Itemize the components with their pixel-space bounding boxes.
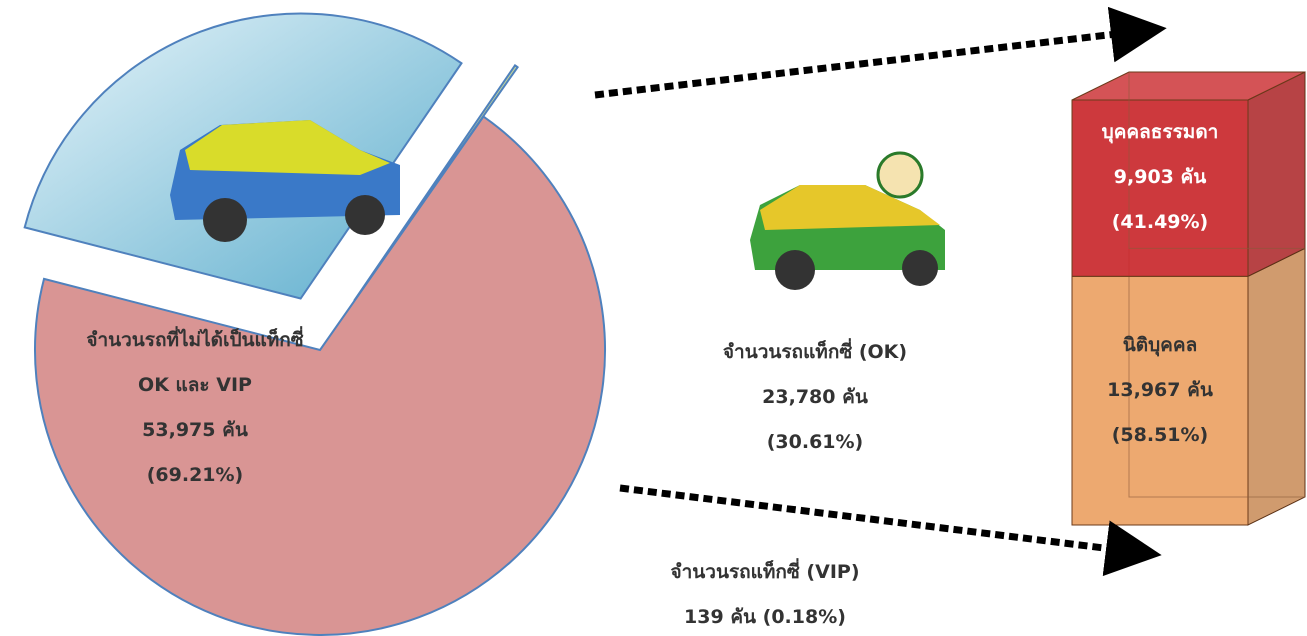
label-line: 139 คัน (0.18%) [670,595,859,636]
label-text: 23,780 คัน [762,386,868,408]
label-text: 139 คัน [684,606,757,628]
data-label: บุคคลธรรมดา 9,903 คัน (41.49%) [1102,110,1219,245]
label-line: บุคคลธรรมดา [1102,110,1219,155]
label-line: 13,967 คัน [1107,368,1213,413]
label-line: จำนวนรถแท็กซี่ (OK) [723,330,907,375]
label-text: บุคคลธรรมดา [1101,121,1219,144]
label-line: (30.61%) [723,420,907,465]
label-line: (58.51%) [1107,413,1213,458]
arrow [619,484,1162,577]
label-line: จำนวนรถแท็กซี่ (VIP) [670,550,859,595]
taxi-icon [750,151,945,290]
label-line: 53,975 คัน [75,408,315,453]
pie-slice [34,115,606,636]
label-line: นิติบุคคล [1107,323,1213,368]
label-line: 9,903 คัน [1102,155,1219,200]
taxi-icon [170,120,400,242]
label-line: (41.49%) [1102,200,1219,245]
data-label: จำนวนรถแท็กซี่ (VIP) 139 คัน (0.18%) [670,550,859,636]
data-label: จำนวนรถที่ไม่ได้เป็นแท็กซี่ OK และ VIP 53… [75,318,315,498]
label-line: 23,780 คัน [723,375,907,420]
bar-segment [1071,99,1249,277]
label-text: (69.21%) [146,464,244,486]
bar-side [1247,71,1306,278]
pie-slice [353,63,520,302]
label-text: 9,903 คัน [1113,166,1207,189]
label-text: (41.49%) [1111,211,1209,234]
label-text: 53,975 คัน [142,419,248,441]
label-text: (30.61%) [766,431,864,453]
data-label: จำนวนรถแท็กซี่ (OK) 23,780 คัน (30.61%) [723,330,907,465]
bar-segment [1071,275,1249,526]
bar-inner-edge [1128,248,1305,498]
label-text: (0.18%) [756,606,846,628]
label-text: 13,967 คัน [1107,378,1213,401]
label-line: จำนวนรถที่ไม่ได้เป็นแท็กซี่ OK และ VIP [75,318,315,408]
label-text: จำนวนรถแท็กซี่ (OK) [722,341,908,363]
label-text: (58.51%) [1111,423,1209,446]
bar-inner-edge [1128,72,1305,249]
label-text: นิติบุคคล [1122,333,1198,356]
arrow [594,6,1167,99]
bar-side [1247,247,1306,526]
data-label: นิติบุคคล 13,967 คัน (58.51%) [1107,323,1213,458]
label-text: จำนวนรถแท็กซี่ (VIP) [670,561,860,583]
label-text: จำนวนรถที่ไม่ได้เป็นแท็กซี่ OK และ VIP [86,329,304,396]
label-line: (69.21%) [75,453,315,498]
